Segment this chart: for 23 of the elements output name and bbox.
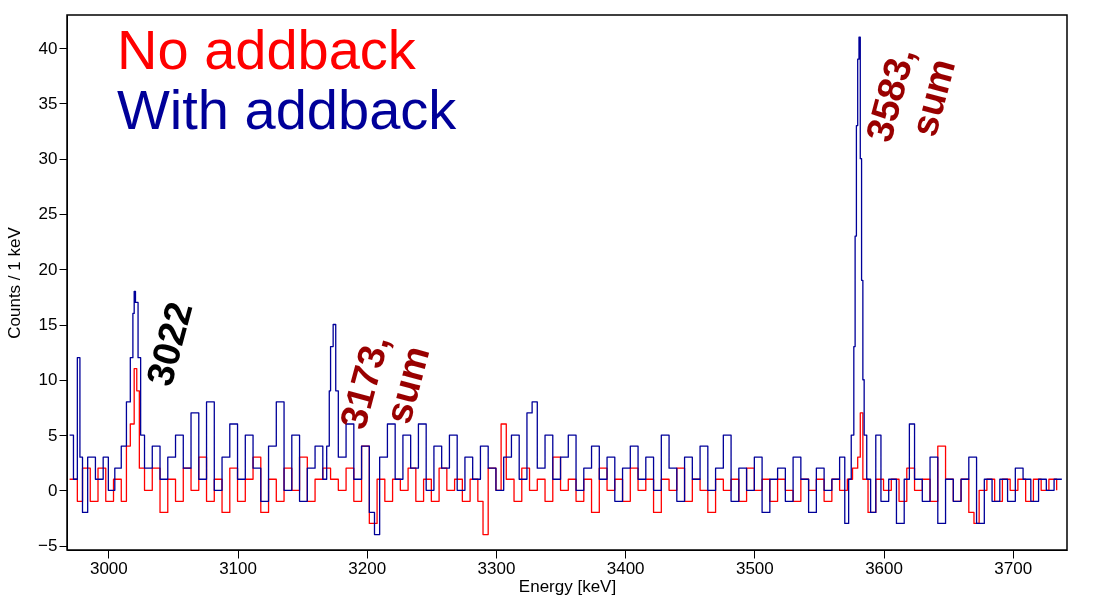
x-axis-title: Energy [keV] [518, 576, 617, 596]
x-tick-label: 3700 [994, 558, 1033, 578]
y-tick-label: 40 [38, 38, 58, 58]
y-tick-label: 0 [48, 480, 58, 500]
x-tick-label: 3200 [348, 558, 387, 578]
y-tick-label: −5 [38, 536, 58, 556]
y-tick-label: 5 [48, 425, 58, 445]
y-tick-label: 15 [38, 315, 58, 334]
y-tick-label: 20 [38, 259, 58, 279]
annotation: 3022 [138, 297, 201, 391]
x-tick-label: 3500 [735, 558, 774, 578]
x-tick-label: 3300 [477, 558, 516, 578]
y-tick-label: 10 [38, 370, 58, 390]
y-tick-label: 35 [38, 93, 58, 113]
y-tick-label: 30 [38, 149, 58, 169]
y-tick-label: 25 [38, 204, 58, 224]
x-tick-label: 3100 [219, 558, 257, 578]
x-tick-label: 3600 [865, 558, 903, 578]
x-tick-label: 3000 [89, 558, 128, 578]
annotation: 3173, sum [331, 330, 438, 434]
annotation: 3583, sum [857, 43, 964, 147]
y-axis-title: Counts / 1 keV [5, 226, 25, 339]
x-tick-label: 3400 [606, 558, 645, 578]
